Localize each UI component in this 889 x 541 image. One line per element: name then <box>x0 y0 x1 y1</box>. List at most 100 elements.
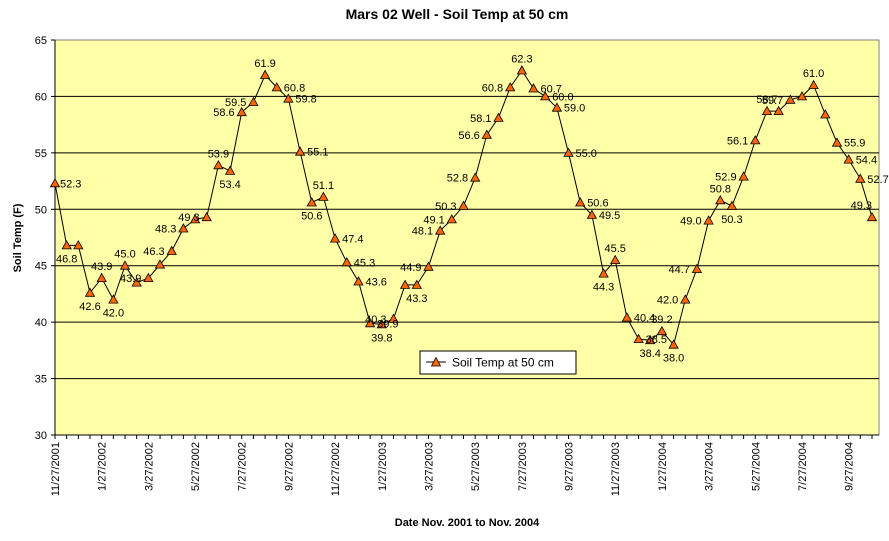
data-point-marker <box>866 211 878 222</box>
x-tick-label: 1/27/2002 <box>97 442 109 491</box>
series-markers <box>49 65 878 349</box>
x-tick-label: 9/27/2003 <box>564 442 576 491</box>
gridlines <box>55 95 879 380</box>
data-point-marker <box>645 334 656 345</box>
data-point-marker <box>306 197 317 207</box>
data-label: 58.7 <box>756 94 777 106</box>
data-point-marker <box>796 91 808 101</box>
data-point-marker <box>423 261 434 271</box>
data-label: 49.3 <box>178 212 199 224</box>
legend-marker-icon <box>430 356 442 367</box>
y-tick-label: 65 <box>35 35 47 47</box>
data-point-marker <box>388 313 399 323</box>
data-point-marker <box>271 82 282 92</box>
data-label: 44.3 <box>593 282 614 294</box>
x-tick-label: 11/27/2001 <box>50 442 62 496</box>
data-label: 43.6 <box>366 277 387 289</box>
data-point-marker <box>143 272 154 283</box>
x-tick-label: 3/27/2003 <box>423 442 435 491</box>
data-point-marker <box>680 294 691 304</box>
data-point-marker <box>855 173 866 183</box>
data-labels: 52.346.842.643.942.045.043.946.348.349.3… <box>56 54 889 365</box>
data-point-marker <box>633 333 644 344</box>
data-point-marker <box>610 254 621 265</box>
data-point-marker <box>843 154 854 164</box>
x-tick-label: 11/27/2002 <box>330 442 342 496</box>
data-label: 50.3 <box>721 214 742 226</box>
data-label: 61.0 <box>803 68 824 80</box>
data-point-marker <box>493 112 504 122</box>
y-tick-label: 30 <box>35 430 47 442</box>
data-label: 42.0 <box>657 295 678 307</box>
data-point-marker <box>399 279 411 289</box>
data-label: 53.9 <box>208 148 229 160</box>
data-label: 43.3 <box>406 293 427 305</box>
x-axis-title: Date Nov. 2001 to Nov. 2004 <box>395 517 540 529</box>
data-label: 52.7 <box>867 174 888 186</box>
data-label: 60.7 <box>541 84 562 96</box>
data-label: 45.3 <box>354 257 375 269</box>
x-tick-label: 5/27/2002 <box>190 442 202 491</box>
data-point-marker <box>73 240 84 250</box>
data-label: 42.0 <box>103 308 124 320</box>
data-point-marker <box>411 279 422 289</box>
data-point-marker <box>516 65 528 75</box>
data-label: 62.3 <box>511 54 532 66</box>
data-label: 54.4 <box>856 155 877 167</box>
y-axis-ticks: 30 35 40 45 50 55 60 65 <box>35 35 879 442</box>
data-label: 45.5 <box>604 243 625 255</box>
data-point-marker <box>131 277 142 287</box>
data-point-marker <box>563 147 574 157</box>
data-point-marker <box>598 268 609 278</box>
data-label: 39.8 <box>371 332 392 344</box>
data-point-marker <box>691 263 703 274</box>
data-label: 60.0 <box>552 91 573 103</box>
data-point-marker <box>715 194 726 205</box>
data-point-marker <box>808 79 819 89</box>
data-label: 59.5 <box>225 97 246 109</box>
data-label: 44.9 <box>400 262 421 274</box>
data-point-marker <box>376 319 387 329</box>
data-point-marker <box>761 105 773 115</box>
data-point-marker <box>318 191 329 201</box>
x-tick-label: 1/27/2003 <box>377 442 389 491</box>
data-label: 51.1 <box>313 180 334 192</box>
data-label: 60.8 <box>482 82 503 94</box>
data-label: 38.4 <box>639 348 660 360</box>
data-label: 39.2 <box>651 314 672 326</box>
y-tick-label: 35 <box>35 374 47 386</box>
data-point-marker <box>108 294 119 304</box>
data-label: 60.8 <box>284 82 305 94</box>
data-label: 59.7 <box>762 95 783 107</box>
data-label: 59.8 <box>295 94 316 106</box>
y-tick-label: 40 <box>35 317 47 329</box>
y-tick-label: 50 <box>35 204 47 216</box>
data-label: 58.1 <box>470 113 491 125</box>
data-label: 50.6 <box>587 198 608 210</box>
data-label: 44.7 <box>668 264 689 276</box>
data-label: 55.1 <box>307 147 328 159</box>
data-point-marker <box>785 94 796 104</box>
data-point-marker <box>49 177 61 188</box>
data-point-marker <box>435 225 446 235</box>
data-point-marker <box>773 105 784 115</box>
data-point-marker <box>178 223 189 233</box>
x-tick-label: 1/27/2004 <box>657 442 669 491</box>
data-label: 43.9 <box>91 261 112 273</box>
data-label: 58.6 <box>213 107 234 119</box>
legend-box <box>419 350 577 375</box>
data-point-marker <box>505 82 516 92</box>
data-label: 56.6 <box>458 130 479 142</box>
data-label: 39.9 <box>377 318 398 330</box>
data-point-marker <box>61 240 72 250</box>
data-label: 49.0 <box>680 216 701 228</box>
data-label: 40.3 <box>365 314 386 326</box>
data-point-marker <box>820 109 831 119</box>
data-point-marker <box>481 129 492 139</box>
data-label: 50.3 <box>435 201 456 213</box>
x-tick-label: 11/27/2003 <box>610 442 622 496</box>
data-point-marker <box>575 197 586 207</box>
data-label: 50.6 <box>301 211 322 223</box>
data-label: 38.5 <box>646 334 667 346</box>
data-point-marker <box>283 93 294 103</box>
